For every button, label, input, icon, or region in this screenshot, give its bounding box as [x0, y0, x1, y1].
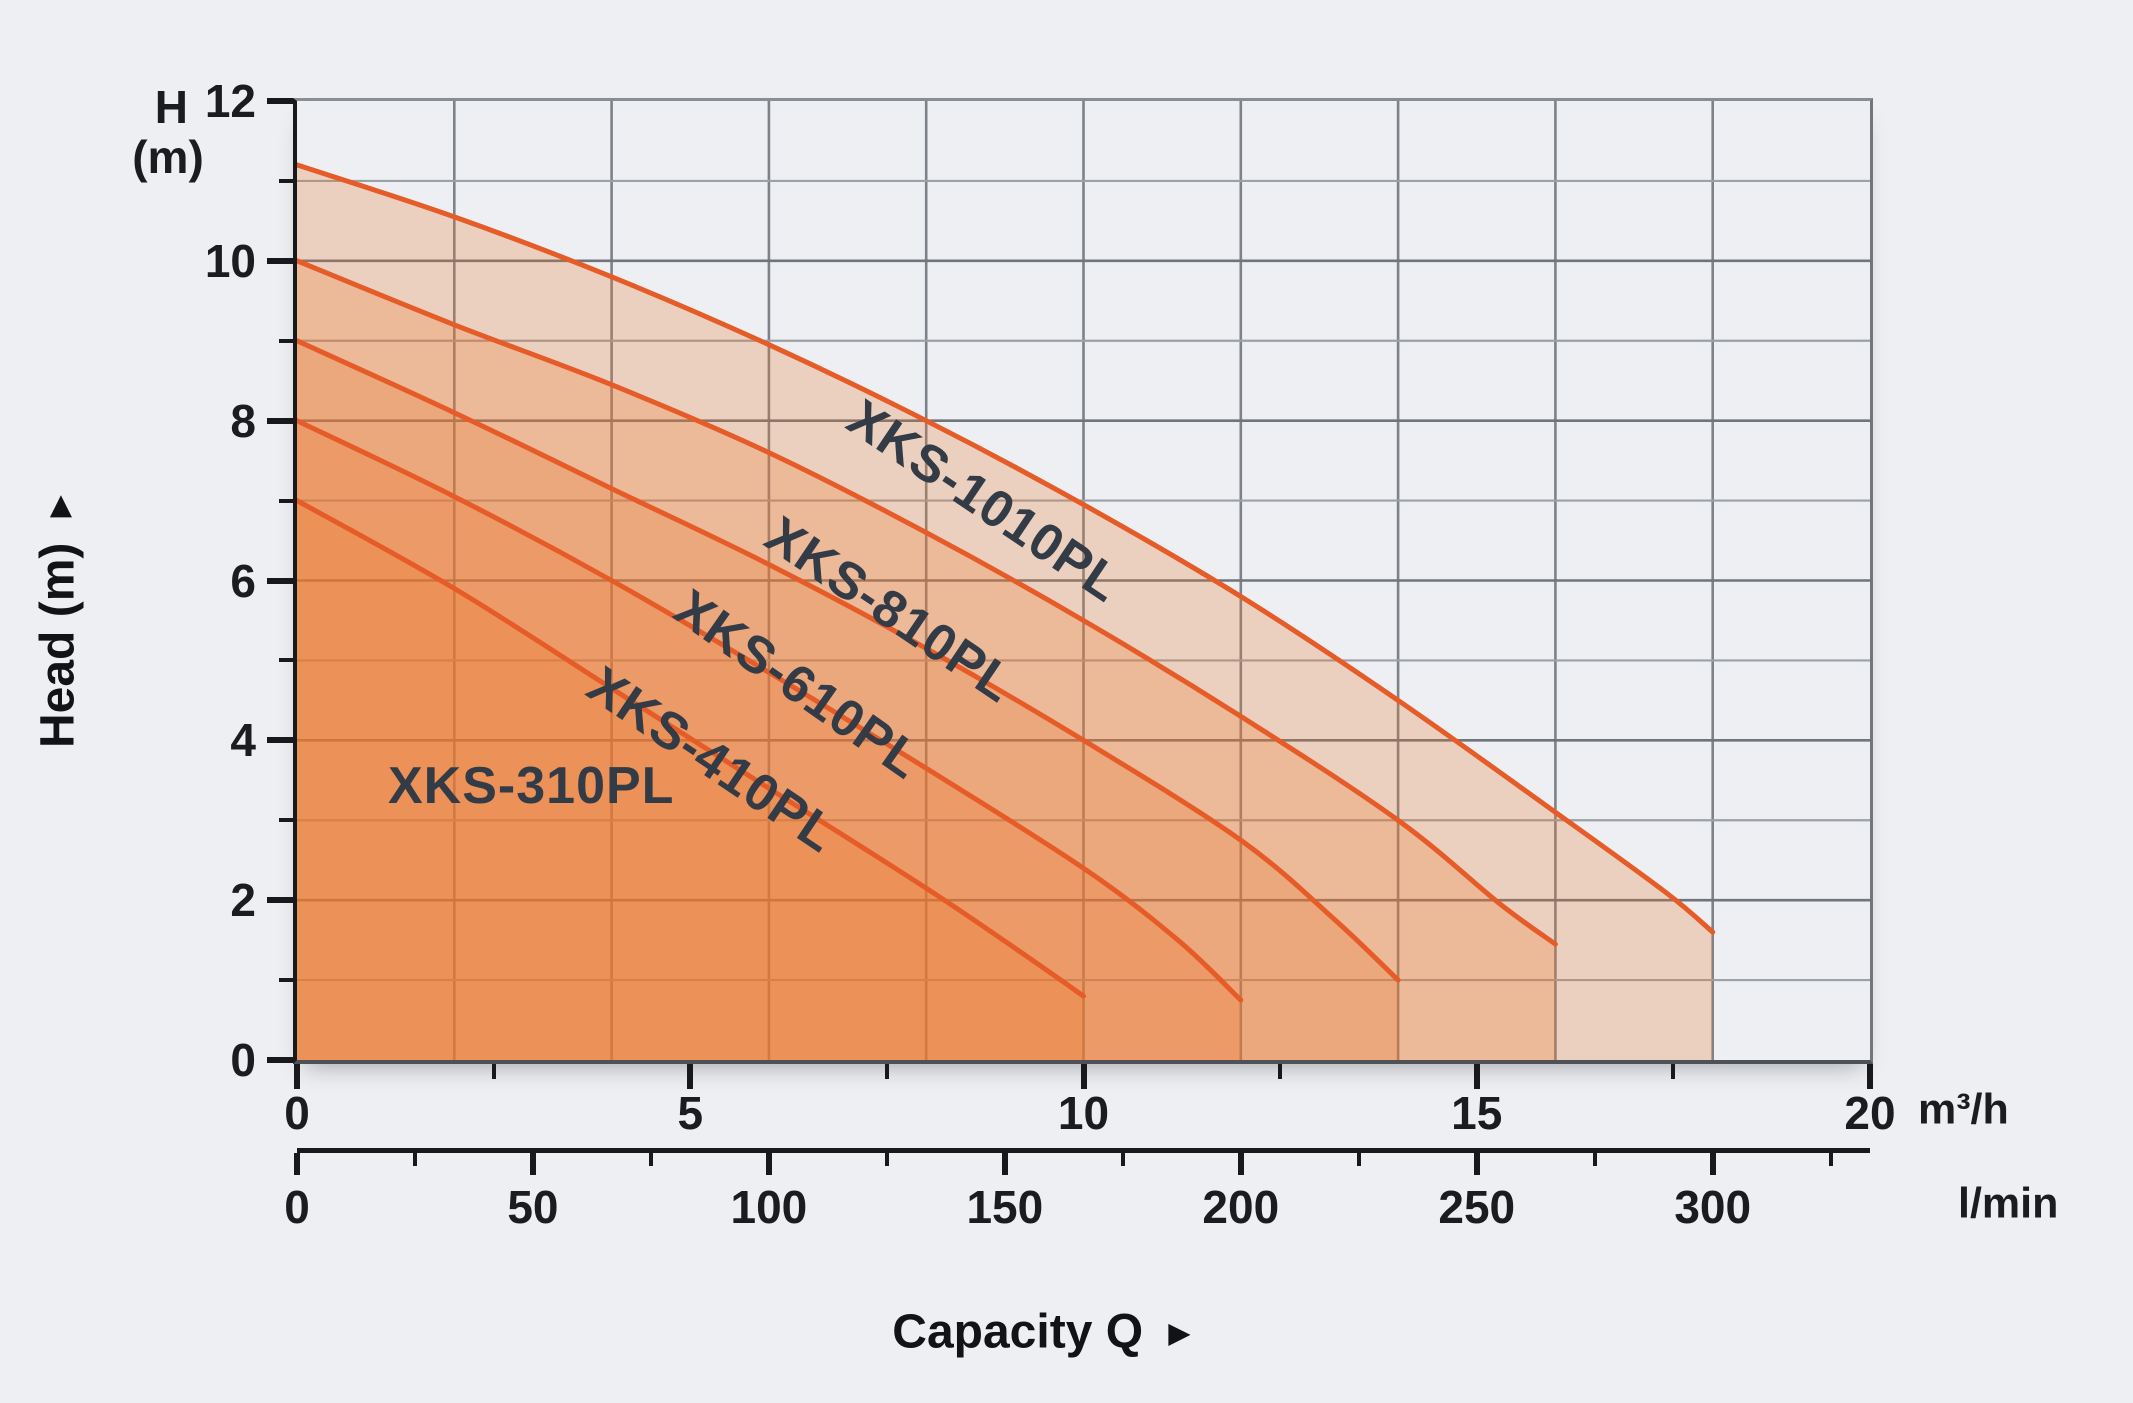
plot-area: [293, 98, 1873, 1064]
x-axis-tick: [687, 1064, 694, 1089]
lmin-tick: [1001, 1153, 1008, 1175]
lmin-minor-tick: [648, 1153, 653, 1166]
y-axis-symbol: H: [154, 81, 188, 133]
lmin-tick: [294, 1153, 300, 1175]
x-axis-tick-label: 5: [677, 1087, 704, 1139]
x-axis-tick-label: 15: [1451, 1087, 1503, 1139]
lmin-minor-tick: [1828, 1153, 1833, 1166]
lmin-tick-label: 200: [1202, 1181, 1280, 1233]
y-axis-title: Head (m) ►: [31, 488, 86, 748]
x-axis-title: Capacity Q ►: [892, 1305, 1197, 1360]
y-axis-minor-tick: [279, 498, 293, 503]
y-axis-tick: [267, 98, 293, 104]
area-fill-XKS-1010PL: [297, 164, 1713, 1060]
y-axis-minor-tick: [279, 178, 293, 183]
lmin-minor-tick: [412, 1153, 417, 1166]
x-axis-minor-tick: [491, 1064, 496, 1079]
y-axis-unit: (m): [132, 131, 204, 183]
curve-XKS-1010PL: [297, 162, 1716, 935]
area-fill-XKS-410PL: [297, 420, 1241, 1060]
x-axis-tick: [294, 1064, 300, 1089]
chart-canvas: [297, 101, 1870, 1060]
lmin-tick: [529, 1153, 536, 1175]
x-axis-minor-tick: [1278, 1064, 1283, 1079]
y-axis-tick-label: 10: [204, 234, 256, 287]
y-axis-minor-tick: [279, 338, 293, 343]
lmin-axis-line: [297, 1148, 1870, 1153]
lmin-tick: [765, 1153, 772, 1175]
lmin-tick-label: 50: [507, 1181, 559, 1233]
lmin-tick: [1473, 1153, 1480, 1175]
area-fill-XKS-610PL: [297, 340, 1399, 1060]
y-axis-tick: [267, 897, 293, 904]
curve-XKS-810PL: [297, 258, 1558, 947]
y-axis-tick-label: 4: [230, 714, 256, 767]
lmin-tick-label: 0: [284, 1181, 310, 1233]
y-axis-tick: [267, 417, 293, 424]
x-axis-minor-tick: [884, 1064, 889, 1079]
lmin-minor-tick: [884, 1153, 889, 1166]
lmin-tick-label: 100: [730, 1181, 808, 1233]
y-axis-title-text: Head (m): [31, 542, 85, 748]
x-axis-tick-label: 10: [1057, 1087, 1110, 1139]
lmin-tick-label: 150: [966, 1181, 1044, 1233]
y-axis-tick-label: 0: [230, 1034, 256, 1086]
lmin-tick: [1709, 1153, 1716, 1175]
y-axis-tick-label: 8: [230, 394, 256, 447]
x-axis-title-text: Capacity Q: [892, 1305, 1144, 1359]
y-axis-tick-label: 6: [230, 554, 256, 607]
y-axis-tick: [267, 737, 293, 744]
lmin-minor-tick: [1120, 1153, 1125, 1166]
y-axis-tick-label: 2: [230, 874, 256, 927]
curve-label-XKS-310PL: XKS-310PL: [388, 757, 675, 815]
lmin-tick-label: 300: [1674, 1181, 1752, 1233]
y-axis-tick: [267, 577, 293, 584]
x-axis-primary-unit: m³/h: [1918, 1085, 2009, 1134]
x-axis-minor-tick: [1671, 1064, 1676, 1079]
x-axis-tick-label: 0: [284, 1087, 310, 1139]
area-fill-XKS-810PL: [297, 260, 1556, 1060]
y-axis-tick: [267, 257, 293, 264]
y-axis-tick-label: 12: [204, 75, 256, 127]
right-arrow-icon: ►: [1161, 1312, 1198, 1354]
lmin-minor-tick: [1592, 1153, 1597, 1166]
up-arrow-icon: ►: [38, 488, 80, 525]
y-axis-tick: [267, 1057, 293, 1063]
y-axis-minor-tick: [279, 818, 293, 823]
y-axis-minor-tick: [279, 978, 293, 983]
x-axis-tick: [1080, 1064, 1087, 1089]
lmin-tick: [1237, 1153, 1244, 1175]
x-axis-secondary-unit: l/min: [1958, 1179, 2059, 1228]
curve-XKS-610PL: [297, 338, 1401, 983]
x-axis-tick-label: 20: [1844, 1087, 1896, 1139]
x-axis-tick: [1473, 1064, 1480, 1089]
x-axis-tick: [1867, 1064, 1873, 1089]
curve-XKS-410PL: [297, 418, 1244, 1003]
curve-XKS-310PL: [297, 498, 1086, 999]
area-fill-XKS-310PL: [297, 500, 1084, 1060]
lmin-tick-label: 250: [1438, 1181, 1516, 1233]
y-axis-minor-tick: [279, 658, 293, 663]
lmin-minor-tick: [1356, 1153, 1361, 1166]
